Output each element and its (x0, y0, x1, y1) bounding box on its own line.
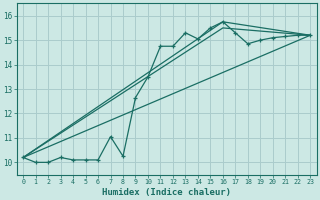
X-axis label: Humidex (Indice chaleur): Humidex (Indice chaleur) (102, 188, 231, 197)
